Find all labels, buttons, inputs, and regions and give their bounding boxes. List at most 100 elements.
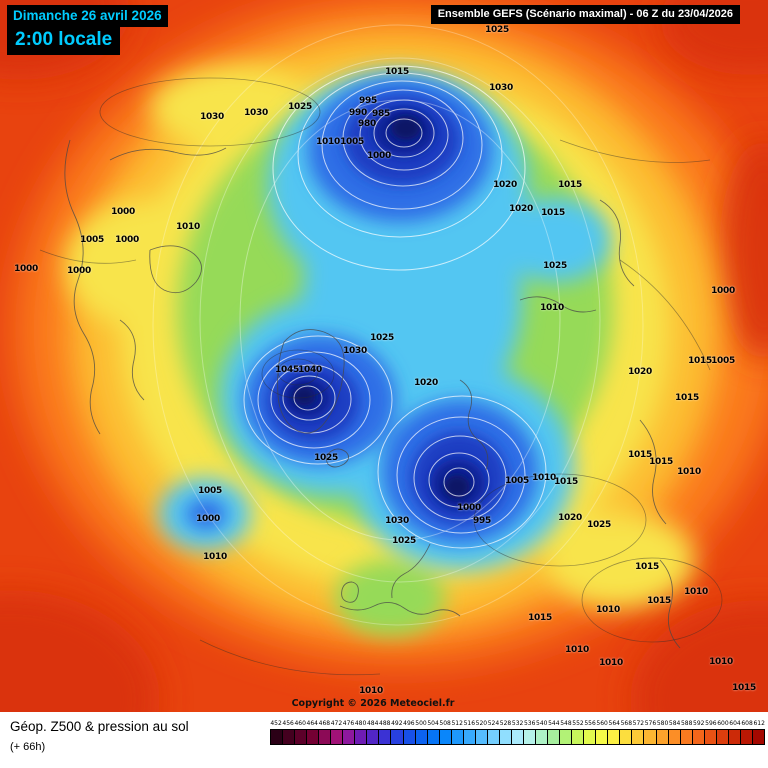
pressure-label: 1030 [385,516,409,526]
scale-value: 576 [644,720,657,727]
pressure-label: 1015 [732,683,756,693]
pressure-label: 1000 [14,264,38,274]
weather-map: 1025 1015 1030 1025 995 990 985 980 1030 1030 1010… [0,0,768,712]
scale-value: 512 [451,720,463,727]
pressure-label: 1015 [628,450,652,460]
pressure-label: 1015 [635,562,659,572]
scale-cell [632,730,645,744]
scale-cell [656,730,669,744]
pressure-label: 1010 [709,657,733,667]
pressure-label: 1030 [244,108,268,118]
scale-value: 592 [693,720,705,727]
pressure-label: 1010 [684,587,708,597]
scale-cell [283,730,296,744]
scale-value: 520 [475,720,488,727]
pressure-label: 1030 [200,112,224,122]
scale-cell [487,730,500,744]
pressure-label: 985 [372,109,390,119]
pressure-label: 995 [359,96,377,106]
pressure-label: 1025 [288,102,312,112]
pressure-label: 1040 [298,365,322,375]
scale-cell [728,730,741,744]
scale-cell [463,730,476,744]
scale-value: 552 [572,720,584,727]
pressure-label: 1025 [392,536,416,546]
scale-cell [331,730,344,744]
scale-cell [668,730,681,744]
scale-cell [355,730,368,744]
pressure-label: 1025 [370,333,394,343]
scale-cells [270,729,765,745]
scale-value: 572 [632,720,645,727]
pressure-label: 1015 [554,477,578,487]
coastlines [64,139,681,649]
pressure-label: 1015 [528,613,552,623]
forecast-date: Dimanche 26 avril 2026 [7,5,168,27]
pressure-label: 1015 [688,356,712,366]
model-run-overlay: Ensemble GEFS (Scénario maximal) - 06 Z … [430,5,740,24]
scale-cell [620,730,633,744]
parameter-title: Géop. Z500 & pression au sol [10,719,189,734]
scale-value: 488 [379,720,391,727]
scale-cell [511,730,524,744]
geopotential-pressure-field [0,0,768,712]
scale-cell [644,730,657,744]
pressure-label: 1010 [176,222,200,232]
surface-isobars [39,77,723,676]
scale-cell [295,730,308,744]
pressure-label: 1005 [198,486,222,496]
forecast-lead-time: (+ 66h) [10,741,46,753]
pressure-label: 1010 [540,303,564,313]
scale-value: 452 [270,720,282,727]
scale-cell [427,730,440,744]
scale-value: 564 [608,720,620,727]
pressure-label: 1025 [543,261,567,271]
scale-cell [451,730,464,744]
scale-value: 596 [705,720,717,727]
color-scale: 452 456 460 464 468 472 476 480 484 488 492 496 500 5… [270,712,768,768]
pressure-label: 1015 [647,596,671,606]
scale-cell [572,730,585,744]
scale-value: 588 [680,720,693,727]
scale-value: 472 [330,720,343,727]
pressure-label: 1000 [711,286,735,296]
scale-cell [499,730,512,744]
legend-bar: Géop. Z500 & pression au sol (+ 66h) 452… [0,712,768,768]
pressure-label: 1000 [367,151,391,161]
pressure-label: 1020 [493,180,517,190]
pressure-label: 1010 [596,605,620,615]
pressure-label: 1030 [489,83,513,93]
pressure-label: 1020 [509,204,533,214]
scale-value: 484 [366,720,379,727]
scale-value: 536 [523,720,536,727]
pressure-label: 1010 [532,473,556,483]
scale-value: 492 [391,720,403,727]
pressure-labels-layer: 1025 1015 1030 1025 995 990 985 980 1030 1030 1010… [14,25,756,696]
scale-value: 504 [427,720,439,727]
pressure-label: 1030 [343,346,367,356]
pressure-label: 1000 [115,235,139,245]
scale-value: 560 [596,720,608,727]
z500-contour-lines [152,24,644,626]
pressure-label: 1015 [675,393,699,403]
scale-value: 604 [729,720,741,727]
pressure-label: 1005 [340,137,364,147]
scale-value: 496 [403,720,415,727]
pressure-label: 1010 [359,686,383,696]
scale-cell [704,730,717,744]
scale-cell [319,730,332,744]
scale-value: 544 [548,720,560,727]
scale-cell [692,730,705,744]
pressure-label: 990 [349,108,367,118]
pressure-label: 1010 [565,645,589,655]
pressure-label: 1010 [599,658,623,668]
scale-value: 524 [487,720,500,727]
scale-cell [307,730,320,744]
scale-value: 540 [536,720,548,727]
scale-value: 528 [499,720,512,727]
scale-value: 608 [741,720,753,727]
pressure-label: 1045 [275,365,299,375]
scale-cell [439,730,452,744]
scale-cell [716,730,729,744]
